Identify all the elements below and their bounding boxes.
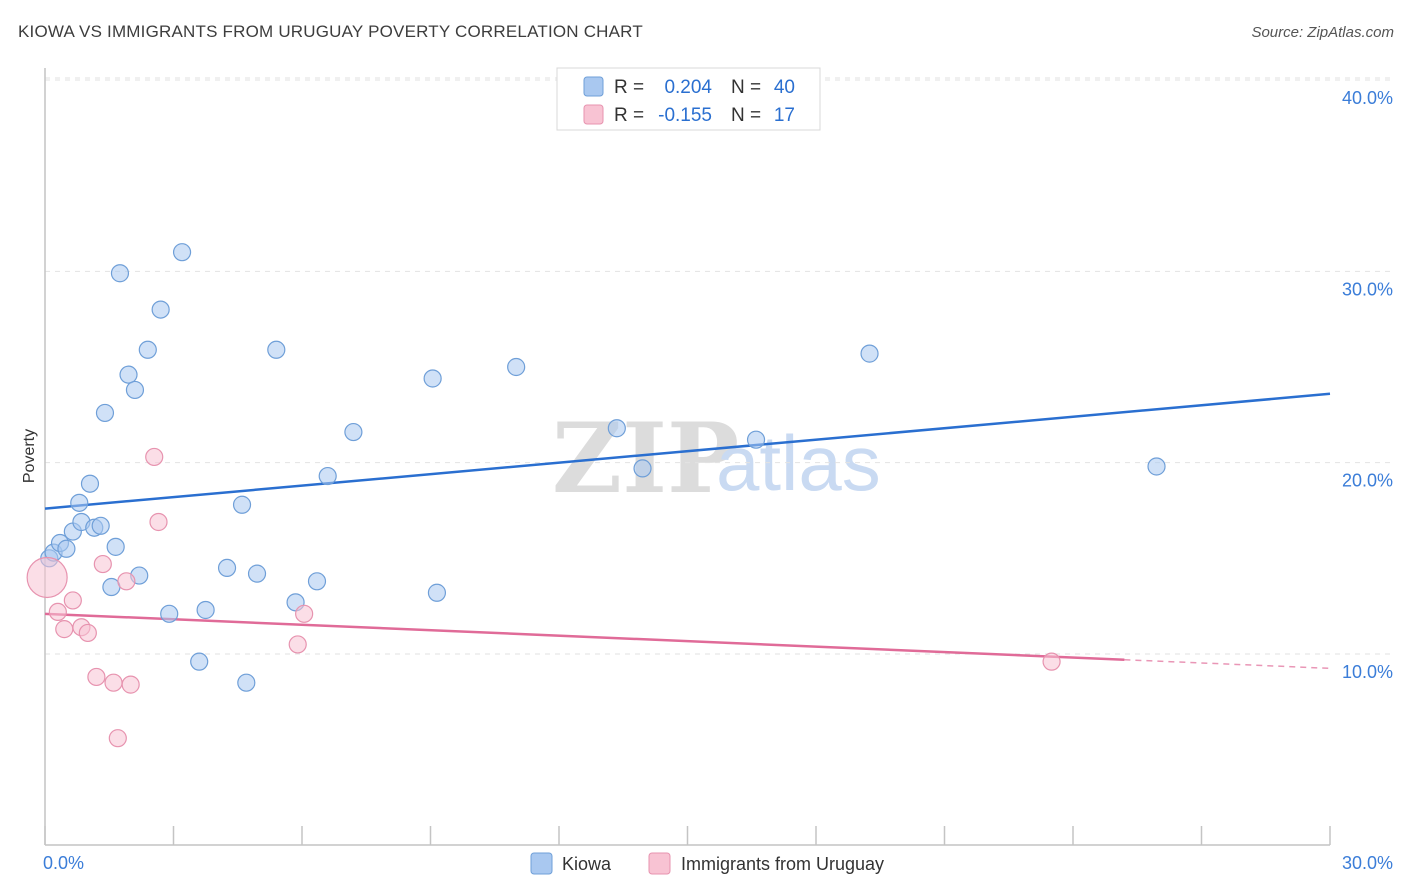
kiowa-point <box>110 264 130 283</box>
uruguay-point <box>48 602 67 622</box>
uruguay-point <box>1042 652 1061 671</box>
trend-lines <box>44 392 1331 670</box>
uruguay-point <box>108 729 127 748</box>
legend-n-value-kiowa: 40 <box>774 77 795 98</box>
kiowa-point <box>507 357 526 377</box>
uruguay-point <box>87 667 106 687</box>
kiowa-point <box>746 430 766 449</box>
kiowa-point <box>80 474 100 493</box>
kiowa-point <box>138 340 157 359</box>
legend-r-value-kiowa: 0.204 <box>664 77 712 98</box>
uruguay-point <box>121 675 140 694</box>
legend-n-label-kiowa: N = <box>731 77 761 98</box>
kiowa-point <box>172 243 192 262</box>
uruguay-point <box>288 635 307 654</box>
bottom-legend: Kiowa Immigrants from Uruguay <box>530 852 884 875</box>
kiowa-point <box>318 466 337 486</box>
y-axis-label: Poverty <box>21 429 38 483</box>
kiowa-point <box>247 564 267 583</box>
kiowa-point <box>95 403 115 423</box>
kiowa-point <box>423 369 442 388</box>
bottom-legend-label-uruguay: Immigrants from Uruguay <box>681 854 884 874</box>
legend-swatch-kiowa <box>583 76 604 97</box>
trend-line-uruguay <box>44 612 1125 661</box>
x-tick-label: 0.0% <box>43 853 84 873</box>
uruguay-point <box>63 591 82 610</box>
uruguay-point <box>295 604 314 623</box>
uruguay-point <box>104 673 123 692</box>
watermark-zip: ZIP <box>552 402 739 515</box>
kiowa-point <box>633 459 652 478</box>
kiowa-point <box>151 300 170 319</box>
trend-line-kiowa <box>44 392 1331 510</box>
legend-n-value-uruguay: 17 <box>774 105 795 126</box>
kiowa-point <box>860 344 879 363</box>
grid-lines <box>45 77 1392 655</box>
kiowa-point <box>70 493 89 512</box>
legend: R = 0.204 N = 40 R = -0.155 N = 17 <box>556 67 821 131</box>
kiowa-point <box>119 365 138 384</box>
uruguay-point <box>26 556 68 599</box>
kiowa-point <box>160 604 179 623</box>
legend-r-label-uruguay: R = <box>614 105 644 126</box>
y-tick-labels: 10.0% 20.0% 30.0% 40.0% <box>1342 88 1393 682</box>
trend-line-extension <box>1124 658 1331 670</box>
y-tick-label: 20.0% <box>1342 471 1393 491</box>
uruguay-point <box>93 554 112 574</box>
kiowa-point <box>57 539 76 558</box>
bottom-legend-swatch-kiowa <box>530 852 553 875</box>
y-tick-label: 40.0% <box>1342 88 1393 108</box>
watermark: ZIP atlas <box>552 402 881 515</box>
y-tick-label: 30.0% <box>1342 279 1393 299</box>
legend-r-value-uruguay: -0.155 <box>658 105 712 126</box>
chart-title: KIOWA VS IMMIGRANTS FROM URUGUAY POVERTY… <box>18 22 643 41</box>
legend-n-label-uruguay: N = <box>731 105 761 126</box>
uruguay-point <box>145 447 164 467</box>
kiowa-point <box>344 422 363 442</box>
legend-r-label-kiowa: R = <box>614 77 644 98</box>
uruguay-point <box>55 620 74 639</box>
uruguay-point <box>149 512 168 532</box>
axes <box>44 68 1331 846</box>
kiowa-point <box>190 652 209 671</box>
uruguay-point <box>117 572 136 591</box>
kiowa-point <box>91 516 110 535</box>
x-tick-labels: 0.0% 30.0% <box>43 853 1393 873</box>
y-tick-label: 10.0% <box>1342 662 1393 682</box>
bottom-legend-label-kiowa: Kiowa <box>562 854 612 874</box>
kiowa-point <box>217 558 237 578</box>
kiowa-point <box>196 600 215 620</box>
kiowa-point <box>267 340 286 359</box>
kiowa-point <box>237 673 256 692</box>
kiowa-point <box>125 380 145 400</box>
x-tick-label: 30.0% <box>1342 853 1393 873</box>
kiowa-point <box>607 419 626 438</box>
bottom-legend-swatch-uruguay <box>648 852 671 875</box>
kiowa-point <box>307 572 327 591</box>
kiowa-point <box>106 537 125 556</box>
source-label: Source: ZipAtlas.com <box>1251 24 1394 41</box>
kiowa-point <box>232 495 252 514</box>
kiowa-point <box>1147 457 1166 476</box>
uruguay-point <box>78 623 97 643</box>
kiowa-point <box>427 583 447 602</box>
data-points <box>26 243 1166 748</box>
legend-swatch-uruguay <box>583 104 604 125</box>
